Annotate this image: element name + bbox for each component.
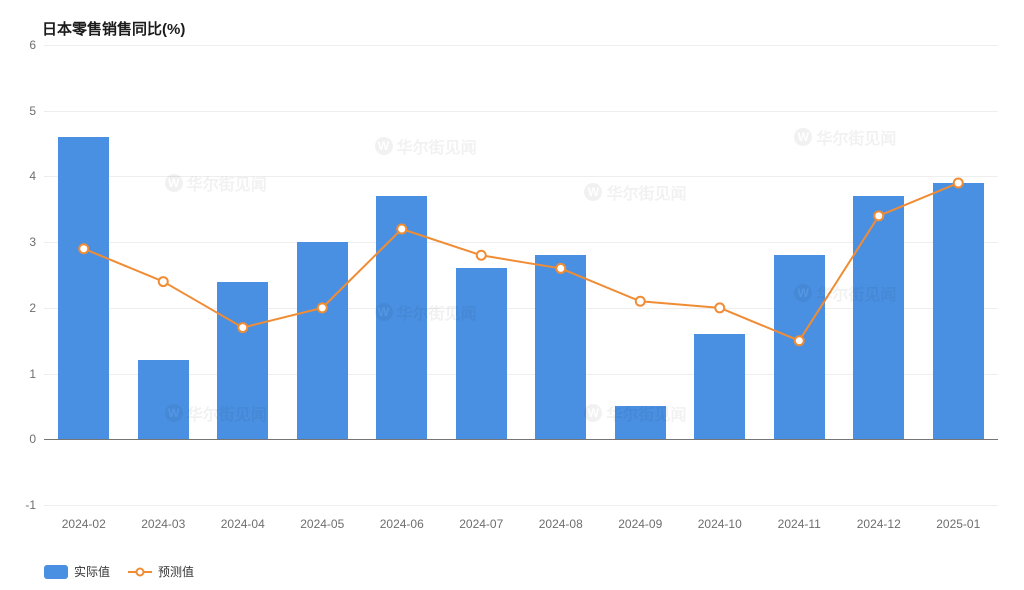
y-tick-label: 5	[12, 104, 36, 118]
x-tick-label: 2024-09	[618, 517, 662, 531]
x-tick-label: 2025-01	[936, 517, 980, 531]
bar[interactable]	[297, 242, 348, 439]
bar[interactable]	[376, 196, 427, 439]
plot-area: W华尔街见闻W华尔街见闻W华尔街见闻W华尔街见闻W华尔街见闻W华尔街见闻W华尔街…	[44, 45, 998, 505]
legend: 实际值 预测值	[44, 563, 194, 580]
legend-item-line[interactable]: 预测值	[128, 563, 194, 580]
x-tick-label: 2024-02	[62, 517, 106, 531]
y-tick-label: 3	[12, 235, 36, 249]
x-tick-label: 2024-08	[539, 517, 583, 531]
y-axis-labels: -10123456	[16, 45, 36, 505]
legend-bar-swatch	[44, 565, 68, 579]
bar[interactable]	[58, 137, 109, 439]
legend-bar-label: 实际值	[74, 563, 110, 580]
bar[interactable]	[138, 360, 189, 439]
y-tick-label: -1	[12, 498, 36, 512]
legend-line-swatch	[128, 565, 152, 579]
bar[interactable]	[456, 268, 507, 439]
y-tick-label: 0	[12, 432, 36, 446]
chart-container: 日本零售销售同比(%) -10123456 W华尔街见闻W华尔街见闻W华尔街见闻…	[0, 0, 1024, 590]
x-tick-label: 2024-04	[221, 517, 265, 531]
bars-layer	[44, 45, 998, 505]
x-tick-label: 2024-06	[380, 517, 424, 531]
x-tick-label: 2024-10	[698, 517, 742, 531]
y-tick-label: 1	[12, 367, 36, 381]
bar[interactable]	[535, 255, 586, 439]
x-tick-label: 2024-05	[300, 517, 344, 531]
x-tick-label: 2024-11	[778, 517, 821, 531]
y-tick-label: 4	[12, 169, 36, 183]
y-tick-label: 2	[12, 301, 36, 315]
bar[interactable]	[933, 183, 984, 439]
bar[interactable]	[853, 196, 904, 439]
y-tick-label: 6	[12, 38, 36, 52]
x-tick-label: 2024-12	[857, 517, 901, 531]
plot-wrap: -10123456 W华尔街见闻W华尔街见闻W华尔街见闻W华尔街见闻W华尔街见闻…	[38, 45, 992, 545]
legend-line-label: 预测值	[158, 563, 194, 580]
legend-item-bar[interactable]: 实际值	[44, 563, 110, 580]
bar[interactable]	[774, 255, 825, 439]
bar[interactable]	[217, 282, 268, 440]
x-tick-label: 2024-03	[141, 517, 185, 531]
x-tick-label: 2024-07	[459, 517, 503, 531]
bar[interactable]	[615, 406, 666, 439]
grid-line	[44, 505, 998, 506]
bar[interactable]	[694, 334, 745, 439]
chart-title: 日本零售销售同比(%)	[42, 18, 1004, 39]
